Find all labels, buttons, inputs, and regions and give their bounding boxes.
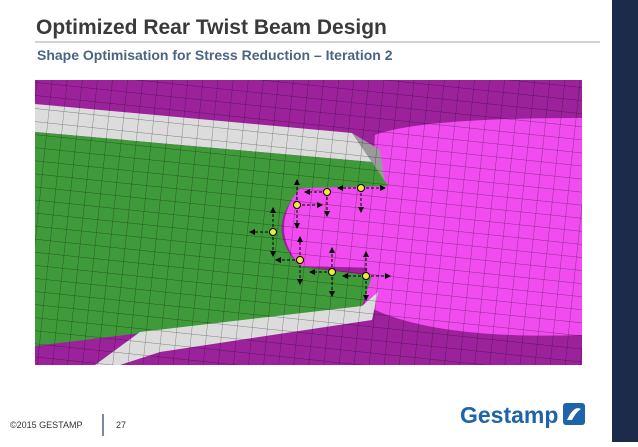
slide-subtitle: Shape Optimisation for Stress Reduction … (37, 47, 393, 63)
logo-text: Gestamp (460, 402, 558, 428)
fe-mesh-image (35, 80, 582, 365)
logo-icon (563, 403, 585, 425)
side-bar (612, 0, 638, 442)
copyright: ©2015 GESTAMP (10, 420, 83, 430)
slide-title: Optimized Rear Twist Beam Design (36, 16, 387, 39)
page-number: 27 (116, 420, 126, 430)
